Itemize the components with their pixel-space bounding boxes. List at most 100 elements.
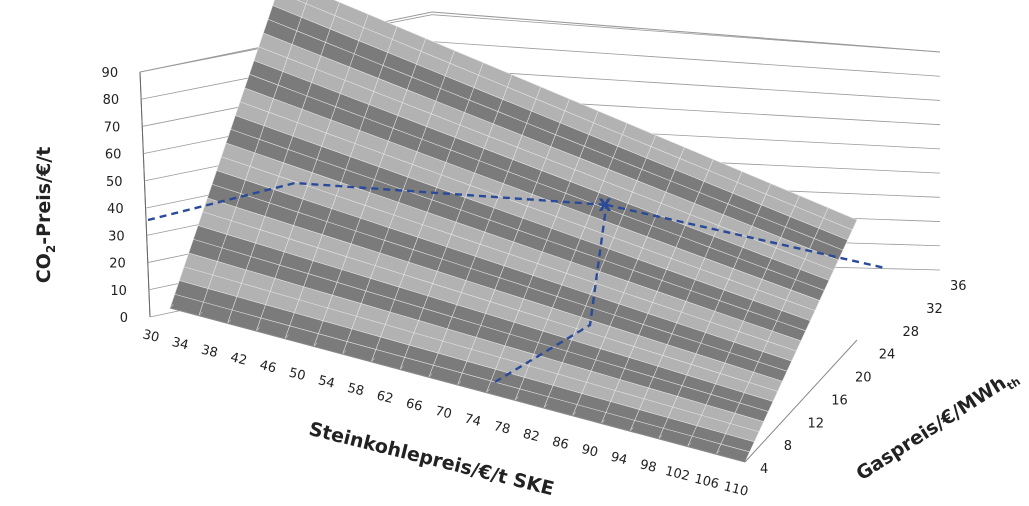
x-tick-label: 34 <box>170 335 190 354</box>
surface-mesh-line <box>193 238 769 412</box>
floor-gridline <box>514 396 519 401</box>
surface-mesh-line <box>333 0 858 221</box>
z-axis-line <box>744 339 858 463</box>
x-tick-label: 94 <box>609 450 629 469</box>
z-tick-label: 20 <box>855 371 872 386</box>
z-tick-label: 36 <box>950 279 967 294</box>
surface-mesh-line <box>258 46 834 271</box>
z-tick-label: 12 <box>808 416 825 431</box>
surface-mesh-line <box>253 60 830 281</box>
y-tick-label: 10 <box>110 284 127 299</box>
y-tick-label: 80 <box>103 93 120 108</box>
surface-mesh-line <box>235 115 811 322</box>
y-tick-label: 40 <box>107 202 124 217</box>
floor-gridline <box>227 319 232 324</box>
surface-mesh-line <box>296 0 853 231</box>
surface-mesh-line <box>267 18 844 251</box>
x-tick-label: 86 <box>551 434 571 453</box>
floor-gridline <box>715 450 720 455</box>
floor-gridline <box>485 388 490 393</box>
z-tick-label: 32 <box>926 302 943 317</box>
surface-mesh-line <box>207 197 783 382</box>
surface-mesh-line <box>230 128 806 332</box>
floor-gridline <box>255 327 260 332</box>
surface-mesh-line <box>239 101 816 311</box>
guide-co2 <box>147 181 607 222</box>
surface-band <box>263 5 848 261</box>
z-axis-title: Gaspreis/€/MWhth <box>852 365 1022 488</box>
x-tick-label: 70 <box>434 404 454 423</box>
marker-label: X <box>598 196 611 216</box>
y-tick-label: 0 <box>120 311 128 326</box>
surface-band <box>216 143 801 362</box>
floor-gridline <box>572 411 577 417</box>
surface-mesh-line <box>216 170 792 362</box>
surface-mesh-line <box>188 252 764 422</box>
y-tick-label: 90 <box>102 66 119 81</box>
floor-gridline <box>658 435 663 440</box>
surface-mesh-line <box>221 156 797 352</box>
x-tick-label: 38 <box>200 343 220 362</box>
x-tick-label: 42 <box>229 350 249 369</box>
y-gridline-right <box>431 41 941 77</box>
x-tick-label: 58 <box>346 381 366 400</box>
y-tick-label: 50 <box>106 175 123 190</box>
z-tick-label: 4 <box>760 462 768 477</box>
surface-band <box>207 170 792 382</box>
surface-mesh-line <box>183 266 760 433</box>
floor-gridline <box>629 427 634 432</box>
surface-mesh-line <box>197 225 774 402</box>
surface-mesh-line <box>244 87 820 301</box>
x-axis-title: Steinkohlepreis/€/t SKE <box>307 418 557 500</box>
y-tick-label: 70 <box>104 120 121 135</box>
y-tick-label: 60 <box>105 148 122 163</box>
x-tick-label: 30 <box>141 327 161 346</box>
x-axis-line <box>169 307 746 463</box>
floor-gridline <box>313 342 318 347</box>
y-axis-line <box>139 71 151 318</box>
z-tick-label: 24 <box>879 348 896 363</box>
surface-mesh-line <box>272 5 848 241</box>
x-tick-label: 50 <box>287 366 307 385</box>
z-tick-label: 16 <box>831 393 848 408</box>
surface-band <box>272 0 857 241</box>
tick-labels: 0 10 20 30 40 50 60 70 80 90 30 34 38 42 46 50 54 58 62 66 7… <box>102 66 967 500</box>
floor-gridline <box>457 381 462 386</box>
y-tick-label: 20 <box>109 257 126 272</box>
x-tick-label: 102 <box>663 464 691 485</box>
x-tick-label: 74 <box>463 411 483 430</box>
floor-grid <box>169 304 858 463</box>
x-tick-label: 66 <box>404 396 424 415</box>
floor-gridline <box>687 442 692 447</box>
y-tick-label: 30 <box>108 229 125 244</box>
floor-gridline <box>428 373 433 378</box>
floor-gridline <box>284 334 289 340</box>
surface-band <box>170 280 755 462</box>
x-tick-label: 98 <box>638 457 658 476</box>
z-tick-label: 28 <box>903 325 920 340</box>
surface-band <box>235 88 820 321</box>
floor-gridline <box>342 350 347 355</box>
y-axis-title: CO2-Preis/€/t <box>33 147 58 284</box>
guide-coal <box>494 204 608 384</box>
surface-band <box>198 198 783 402</box>
x-tick-label: 62 <box>375 389 395 408</box>
x-tick-label: 78 <box>492 419 512 438</box>
surface-mesh-line <box>225 142 802 342</box>
floor-gridline <box>370 358 375 363</box>
floor-gridline <box>543 404 548 409</box>
surface-band <box>226 115 811 341</box>
surface-band <box>179 253 764 442</box>
surface-band <box>244 60 829 301</box>
x-tick-label: 82 <box>521 427 541 446</box>
surface-band <box>254 33 839 281</box>
surface-mesh-line <box>263 32 839 261</box>
surface-mesh-line <box>179 280 755 443</box>
surface-mesh-line <box>249 73 825 291</box>
surface-mesh-line <box>211 183 788 372</box>
x-tick-label: 106 <box>693 472 721 493</box>
x-tick-label: 46 <box>258 358 278 377</box>
floor-gridline <box>169 304 174 309</box>
y-gridline-right <box>431 14 941 53</box>
